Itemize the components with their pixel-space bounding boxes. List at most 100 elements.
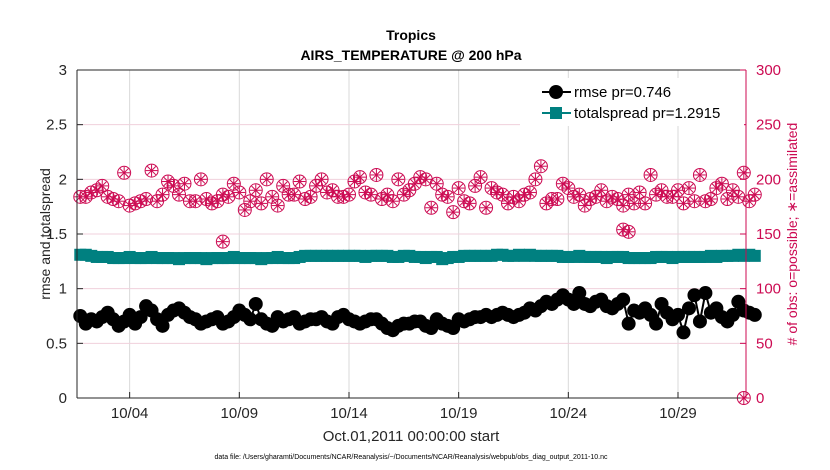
- obs-assimilated-asterisk: [426, 203, 436, 213]
- obs-count-point: [95, 178, 110, 193]
- obs-assimilated-asterisk: [667, 192, 678, 202]
- obs-assimilated-asterisk: [114, 196, 124, 206]
- obs-count-point: [232, 185, 247, 200]
- obs-assimilated-asterisk: [536, 161, 546, 171]
- obs-possible-circle: [303, 189, 318, 204]
- y2-tick-label: 300: [756, 62, 781, 79]
- obs-possible-circle: [506, 189, 521, 204]
- obs-possible-circle: [747, 187, 762, 202]
- y-tick-label: 2.5: [46, 117, 67, 134]
- obs-possible-circle: [528, 172, 543, 187]
- obs-possible-circle: [440, 189, 455, 204]
- y2-tick-label: 100: [756, 281, 781, 298]
- rmse-point: [687, 288, 702, 303]
- obs-count-point: [550, 192, 565, 207]
- obs-count-point: [226, 176, 241, 191]
- obs-count-point: [671, 183, 686, 198]
- obs-assimilated-asterisk: [322, 187, 332, 198]
- obs-possible-circle: [193, 172, 208, 187]
- obs-count-point: [374, 192, 389, 207]
- obs-possible-circle: [621, 224, 636, 239]
- obs-count-point: [599, 194, 614, 209]
- obs-assimilated-asterisk: [700, 196, 711, 206]
- obs-possible-circle: [117, 165, 132, 180]
- obs-count-point: [731, 189, 746, 204]
- obs-count-point: [632, 185, 647, 200]
- obs-assimilated-asterisk: [514, 196, 524, 206]
- obs-assimilated-asterisk: [327, 185, 338, 195]
- obs-count-point: [133, 194, 148, 209]
- obs-count-point: [605, 189, 620, 204]
- rmse-point: [155, 318, 170, 333]
- obs-assimilated-asterisk: [645, 170, 656, 180]
- obs-assimilated-asterisk: [223, 192, 233, 202]
- obs-assimilated-asterisk: [585, 194, 595, 204]
- obs-assimilated-asterisk: [157, 190, 168, 200]
- obs-possible-circle: [468, 178, 483, 193]
- obs-possible-circle: [522, 185, 537, 200]
- obs-assimilated-asterisk: [465, 198, 475, 208]
- obs-assimilated-asterisk: [360, 187, 371, 198]
- obs-count-point: [111, 194, 126, 209]
- x-tick-label: 10/04: [111, 405, 149, 422]
- obs-count-point: [703, 192, 718, 207]
- obs-assimilated-asterisk: [437, 190, 447, 200]
- obs-possible-circle: [692, 167, 707, 182]
- obs-assimilated-asterisk: [733, 192, 743, 202]
- obs-assimilated-asterisk: [366, 190, 376, 200]
- obs-possible-circle: [292, 174, 307, 189]
- x-tick-label: 10/29: [659, 405, 697, 422]
- rmse-point: [133, 310, 148, 325]
- obs-assimilated-asterisk: [563, 183, 573, 193]
- y2-tick-label: 0: [756, 390, 764, 407]
- obs-count-point: [484, 181, 499, 196]
- obs-possible-circle: [484, 181, 499, 196]
- chart-subtitle: AIRS_TEMPERATURE @ 200 hPa: [300, 47, 521, 63]
- obs-count-point: [259, 172, 274, 187]
- obs-count-point: [747, 187, 762, 202]
- obs-assimilated-asterisk: [558, 179, 568, 189]
- obs-possible-circle: [533, 159, 548, 174]
- obs-possible-circle: [671, 183, 686, 198]
- obs-count-point: [341, 187, 356, 202]
- obs-possible-circle: [248, 183, 263, 198]
- obs-possible-circle: [550, 192, 565, 207]
- obs-assimilated-asterisk: [629, 198, 639, 208]
- obs-assimilated-asterisk: [684, 183, 694, 193]
- obs-assimilated-asterisk: [229, 179, 239, 189]
- obs-assimilated-asterisk: [404, 185, 414, 195]
- obs-assimilated-asterisk: [311, 181, 321, 191]
- rmse-point: [692, 314, 707, 329]
- obs-possible-circle: [599, 194, 614, 209]
- obs-count-point: [314, 172, 329, 187]
- obs-assimilated-asterisk: [635, 187, 645, 198]
- obs-assimilated-asterisk: [201, 194, 212, 204]
- obs-assimilated-asterisk: [245, 196, 255, 206]
- obs-possible-circle: [215, 234, 230, 249]
- obs-assimilated-asterisk: [152, 196, 162, 206]
- obs-assimilated-asterisk: [108, 194, 118, 204]
- obs-assimilated-asterisk: [234, 187, 244, 198]
- obs-count-point: [391, 172, 406, 187]
- obs-assimilated-asterisk: [97, 181, 107, 191]
- legend: rmse pr=0.746 totalspread pr=1.2915: [520, 78, 744, 126]
- obs-count-point: [248, 183, 263, 198]
- legend-rmse-marker: [549, 85, 563, 99]
- obs-possible-circle: [446, 205, 461, 220]
- x-tick-label: 10/09: [221, 405, 259, 422]
- rmse-point: [676, 325, 691, 340]
- obs-assimilated-asterisk: [706, 194, 716, 204]
- rmse-point: [681, 301, 696, 316]
- obs-count-point: [276, 178, 291, 193]
- rmse-point: [725, 307, 740, 322]
- obs-assimilated-asterisk: [207, 198, 217, 208]
- obs-assimilated-asterisk: [168, 181, 179, 191]
- y2-tick-label: 150: [756, 226, 781, 243]
- obs-possible-circle: [155, 187, 170, 202]
- obs-assimilated-asterisk: [591, 192, 601, 202]
- obs-count-point: [692, 167, 707, 182]
- obs-possible-circle: [479, 200, 494, 215]
- obs-assimilated-asterisk: [613, 194, 623, 204]
- obs-count-point: [528, 172, 543, 187]
